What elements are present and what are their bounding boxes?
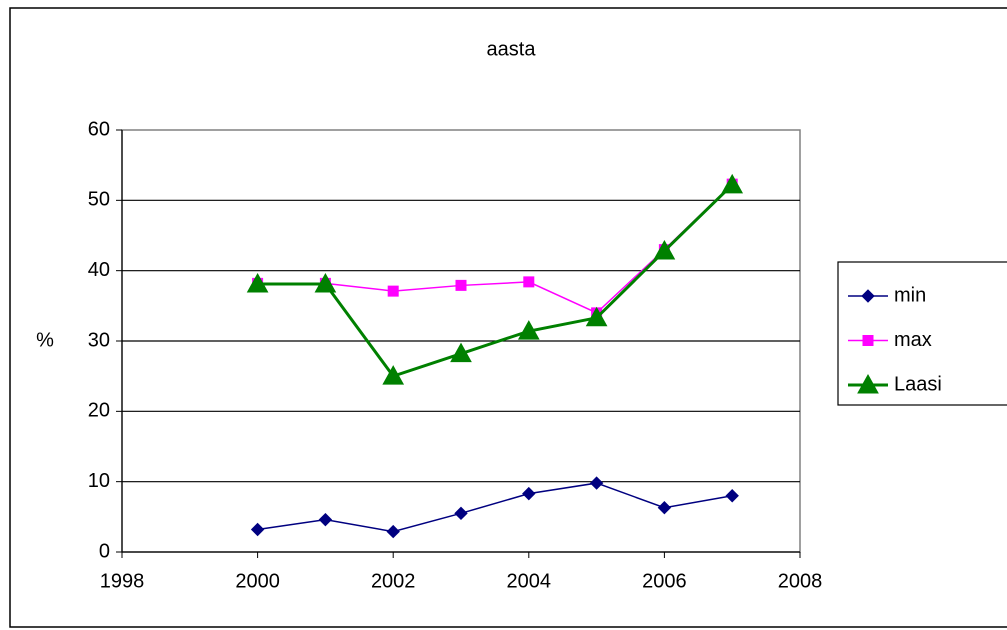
marker [386, 524, 400, 539]
chart-title: aasta [487, 38, 537, 60]
x-tick-label: 1998 [100, 570, 145, 592]
marker [387, 285, 399, 297]
marker [450, 342, 472, 363]
y-tick-label: 50 [88, 189, 110, 211]
y-tick-label: 20 [88, 400, 110, 422]
y-axis-label: % [36, 329, 54, 351]
y-tick-label: 40 [88, 259, 110, 281]
x-tick-label: 2008 [778, 570, 823, 592]
marker [721, 173, 744, 194]
marker [589, 476, 604, 490]
x-tick-label: 2004 [507, 570, 552, 592]
y-tick-label: 30 [88, 329, 110, 351]
series-line [257, 482, 733, 533]
legend-label: max [894, 329, 932, 351]
y-tick-label: 10 [88, 470, 110, 492]
x-tick-label: 2000 [235, 570, 280, 592]
marker [861, 289, 875, 303]
y-tick-label: 0 [99, 540, 110, 562]
marker [455, 279, 467, 291]
legend-label: Laasi [894, 373, 942, 395]
marker [725, 489, 739, 503]
marker [585, 306, 608, 327]
marker [454, 506, 468, 521]
series-line [257, 183, 734, 378]
marker [857, 373, 879, 394]
marker [862, 335, 874, 346]
marker [653, 239, 676, 260]
marker [523, 276, 535, 288]
marker [517, 320, 540, 340]
marker [382, 365, 405, 385]
marker [522, 486, 536, 501]
x-tick-label: 2006 [642, 570, 687, 592]
marker [318, 512, 333, 527]
y-tick-label: 60 [88, 118, 110, 140]
x-tick-label: 2002 [371, 570, 416, 592]
marker [250, 522, 265, 537]
legend-label: min [894, 284, 926, 306]
marker [657, 500, 672, 515]
marker [246, 273, 269, 293]
marker [314, 273, 337, 293]
